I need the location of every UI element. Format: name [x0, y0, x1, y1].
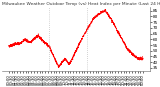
- Text: Milwaukee Weather Outdoor Temp (vs) Heat Index per Minute (Last 24 Hours): Milwaukee Weather Outdoor Temp (vs) Heat…: [2, 2, 160, 6]
